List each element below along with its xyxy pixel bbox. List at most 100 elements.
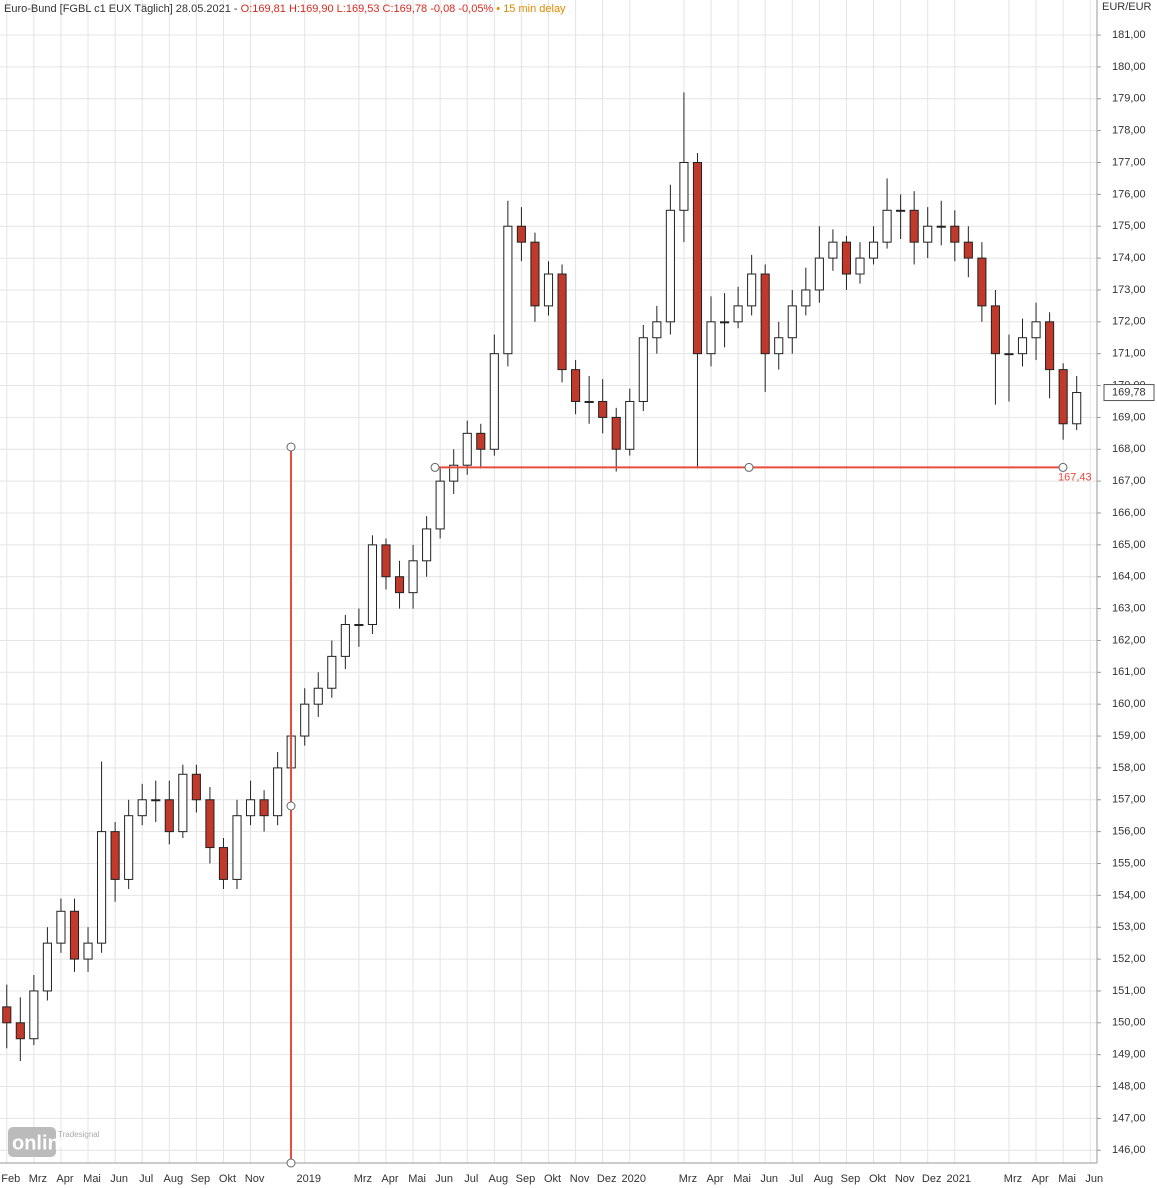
candle-body xyxy=(977,257,987,307)
candle-body xyxy=(598,400,608,418)
candle-body xyxy=(300,703,310,737)
logo: online xyxy=(12,1132,71,1154)
candle-body xyxy=(1004,353,1014,356)
candle-body xyxy=(422,528,432,562)
candle-body xyxy=(936,225,946,228)
x-tick-label: Nov xyxy=(895,1173,915,1185)
candle-body xyxy=(110,831,120,880)
candle-body xyxy=(42,942,52,992)
logo-brand: Tradesignal xyxy=(58,1130,100,1139)
handle[interactable] xyxy=(286,1158,296,1168)
y-tick-label: 154,00 xyxy=(1112,889,1146,901)
candle-body xyxy=(706,321,716,355)
x-tick-label: Mai xyxy=(733,1173,751,1185)
y-tick-label: 179,00 xyxy=(1112,93,1146,105)
x-tick-label: Jul xyxy=(464,1173,478,1185)
y-tick-label: 169,00 xyxy=(1112,411,1146,423)
candle-body xyxy=(774,337,784,355)
x-tick-label: Feb xyxy=(1,1173,20,1185)
candle-body xyxy=(557,273,567,371)
y-tick-label: 160,00 xyxy=(1112,698,1146,710)
candle-body xyxy=(747,273,757,307)
candle-body xyxy=(801,289,811,307)
y-tick-label: 155,00 xyxy=(1112,857,1146,869)
candle-body xyxy=(1072,392,1082,425)
x-tick-label: 2020 xyxy=(622,1173,646,1185)
candle-body xyxy=(950,225,960,243)
candle-body xyxy=(218,847,229,880)
x-tick-label: Dez xyxy=(597,1173,617,1185)
y-tick-label: 161,00 xyxy=(1112,666,1146,678)
candle-body xyxy=(313,687,323,705)
candle-body xyxy=(151,799,161,802)
candle-body xyxy=(882,209,892,243)
candle-body xyxy=(340,624,350,657)
candle-body xyxy=(841,241,852,275)
y-tick-label: 181,00 xyxy=(1112,29,1146,41)
candle-body xyxy=(516,225,526,243)
support-label: 167,43 xyxy=(1058,471,1092,483)
candle-body xyxy=(868,241,879,259)
y-tick-label: 150,00 xyxy=(1112,1017,1146,1029)
x-tick-label: Nov xyxy=(570,1173,590,1185)
y-tick-label: 157,00 xyxy=(1112,794,1146,806)
candle-body xyxy=(571,369,581,402)
y-tick-label: 168,00 xyxy=(1112,443,1146,455)
candle-body xyxy=(1031,321,1041,339)
x-tick-label: Okt xyxy=(869,1173,886,1185)
x-tick-label: Jun xyxy=(1085,1173,1103,1185)
candle-body xyxy=(29,990,39,1040)
x-tick-label: Aug xyxy=(489,1173,509,1185)
x-tick-label: Aug xyxy=(814,1173,834,1185)
candle-body xyxy=(408,560,418,594)
x-tick-label: 2021 xyxy=(947,1173,971,1185)
candle-body xyxy=(56,910,66,944)
x-tick-label: Sep xyxy=(841,1173,861,1185)
candle-body xyxy=(828,241,838,259)
x-tick-label: Jun xyxy=(760,1173,778,1185)
handle[interactable] xyxy=(286,801,296,811)
candle-body xyxy=(638,337,648,402)
y-tick-label: 159,00 xyxy=(1112,730,1146,742)
y-tick-label: 146,00 xyxy=(1112,1144,1146,1156)
candle-body xyxy=(489,353,499,450)
candle-body xyxy=(1058,369,1068,425)
candle-body xyxy=(787,305,797,339)
candle-body xyxy=(584,400,594,403)
candle-body xyxy=(191,773,201,801)
y-tick-label: 147,00 xyxy=(1112,1112,1146,1124)
candle-body xyxy=(679,162,689,211)
handle[interactable] xyxy=(286,442,296,452)
candle-body xyxy=(530,241,540,307)
candle-body xyxy=(719,321,730,324)
candle-body xyxy=(327,655,337,689)
candle-body xyxy=(354,624,364,627)
candle-body xyxy=(2,1006,12,1024)
y-tick-label: 164,00 xyxy=(1112,571,1146,583)
x-tick-label: Apr xyxy=(1031,1173,1048,1185)
candle-body xyxy=(733,305,743,323)
candle-body xyxy=(814,257,824,291)
x-tick-label: Apr xyxy=(381,1173,398,1185)
x-tick-label: Okt xyxy=(219,1173,236,1185)
y-tick-label: 152,00 xyxy=(1112,953,1146,965)
candle-body xyxy=(462,432,472,466)
candle-body xyxy=(435,480,445,530)
y-tick-label: 153,00 xyxy=(1112,921,1146,933)
y-tick-label: 178,00 xyxy=(1112,125,1146,137)
x-tick-label: Mai xyxy=(83,1173,101,1185)
candle-body xyxy=(665,209,675,323)
y-tick-label: 149,00 xyxy=(1112,1049,1146,1061)
logo-box xyxy=(8,1127,56,1157)
x-tick-label: Apr xyxy=(56,1173,73,1185)
currency: EUR/EUR xyxy=(1102,1,1152,13)
candle-body xyxy=(855,257,865,275)
candle-body xyxy=(760,273,770,355)
x-tick-label: 2019 xyxy=(296,1173,320,1185)
y-tick-label: 156,00 xyxy=(1112,826,1146,838)
x-tick-label: Okt xyxy=(544,1173,561,1185)
candle-body xyxy=(83,942,93,960)
handle xyxy=(744,462,754,472)
